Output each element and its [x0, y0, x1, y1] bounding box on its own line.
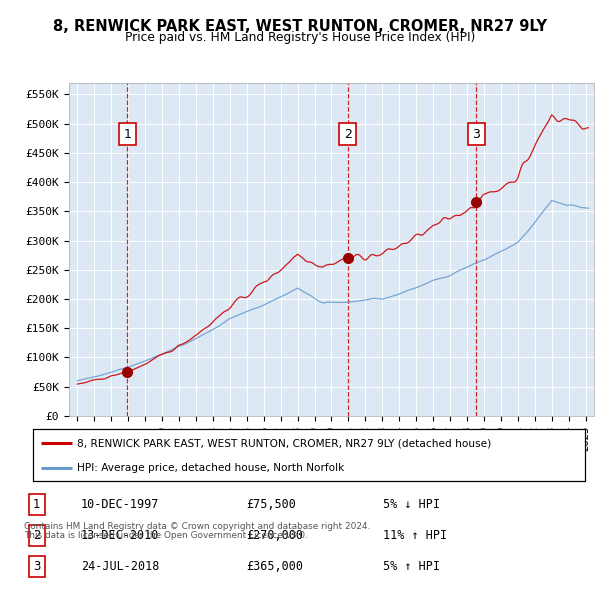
Text: 11% ↑ HPI: 11% ↑ HPI: [383, 529, 447, 542]
Text: 13-DEC-2010: 13-DEC-2010: [80, 529, 159, 542]
Text: HPI: Average price, detached house, North Norfolk: HPI: Average price, detached house, Nort…: [77, 463, 344, 473]
Text: £75,500: £75,500: [246, 498, 296, 511]
Text: This data is licensed under the Open Government Licence v3.0.: This data is licensed under the Open Gov…: [24, 531, 308, 540]
Text: 3: 3: [33, 560, 40, 573]
Text: 5% ↑ HPI: 5% ↑ HPI: [383, 560, 440, 573]
Text: 1: 1: [124, 128, 131, 141]
Text: 10-DEC-1997: 10-DEC-1997: [80, 498, 159, 511]
Text: 24-JUL-2018: 24-JUL-2018: [80, 560, 159, 573]
Text: 2: 2: [344, 128, 352, 141]
Text: 3: 3: [473, 128, 481, 141]
Text: Price paid vs. HM Land Registry's House Price Index (HPI): Price paid vs. HM Land Registry's House …: [125, 31, 475, 44]
Text: 8, RENWICK PARK EAST, WEST RUNTON, CROMER, NR27 9LY (detached house): 8, RENWICK PARK EAST, WEST RUNTON, CROME…: [77, 438, 491, 448]
Text: 1: 1: [33, 498, 41, 511]
Text: £365,000: £365,000: [246, 560, 303, 573]
Text: Contains HM Land Registry data © Crown copyright and database right 2024.: Contains HM Land Registry data © Crown c…: [24, 522, 370, 531]
Text: 5% ↓ HPI: 5% ↓ HPI: [383, 498, 440, 511]
Text: 2: 2: [33, 529, 41, 542]
Text: £270,000: £270,000: [246, 529, 303, 542]
Text: 8, RENWICK PARK EAST, WEST RUNTON, CROMER, NR27 9LY: 8, RENWICK PARK EAST, WEST RUNTON, CROME…: [53, 19, 547, 34]
